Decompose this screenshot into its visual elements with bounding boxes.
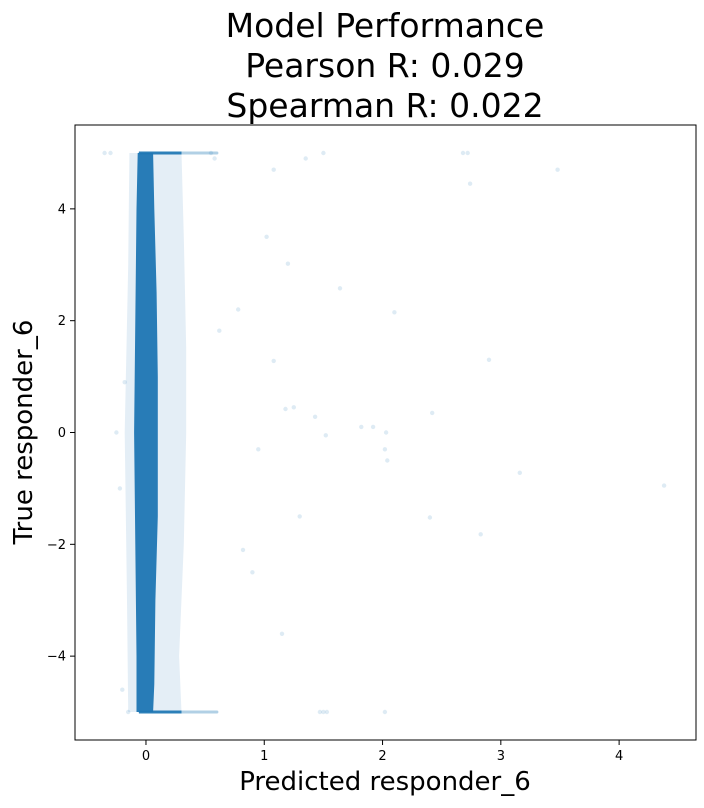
data-point [271,167,276,172]
data-point [321,150,326,156]
data-point [382,447,388,452]
dense-band-halo [124,153,187,712]
y-axis: −4 −2 0 2 4 [47,202,75,665]
data-point [250,570,255,575]
data-point [337,286,343,291]
data-point [102,150,107,156]
chart-title: Model Performance Pearson R: 0.029 Spear… [226,6,545,125]
data-point [303,156,308,161]
data-point [324,709,330,715]
data-point [236,307,241,312]
x-tick-label: 2 [378,749,386,764]
data-point [465,150,470,156]
data-point [122,380,127,385]
x-axis-label: Predicted responder_6 [239,767,531,797]
y-tick-label: 2 [58,314,66,329]
x-tick-label: 0 [142,749,150,764]
data-point [212,156,217,161]
data-point [256,447,261,452]
data-point [120,687,125,692]
data-point [661,483,667,488]
data-point [385,458,390,463]
data-point [382,709,388,715]
data-point [517,470,522,475]
data-point [271,358,276,364]
plot-area [74,124,697,741]
x-axis: 0 1 2 3 4 [142,740,623,764]
data-point [359,424,364,430]
data-point [285,261,291,266]
data-point [317,709,323,715]
data-point [264,234,269,239]
y-tick-label: −2 [47,538,66,553]
x-tick-label: 3 [497,749,505,764]
x-tick-label: 1 [260,749,268,764]
data-point [126,709,131,715]
data-point [114,430,119,435]
data-point [383,430,389,435]
data-point [555,167,560,172]
data-point [427,515,433,520]
data-point [392,310,397,315]
chart-title-line-3: Spearman R: 0.022 [226,86,543,125]
data-point [430,410,435,416]
x-tick-label: 4 [615,749,623,764]
data-point [217,328,222,333]
plot-background [75,125,696,740]
data-point [323,433,328,438]
data-points [102,150,667,715]
data-point [279,631,285,636]
data-point [240,547,246,553]
dense-data-band [124,151,219,714]
data-point [208,150,214,156]
data-point [486,357,492,362]
y-tick-label: 4 [58,202,66,217]
data-point [478,532,483,537]
data-point [321,709,326,715]
chart-title-line-2: Pearson R: 0.029 [245,46,525,85]
data-point [467,181,473,186]
data-point [108,150,113,156]
data-point [370,424,376,430]
chart-title-line-1: Model Performance [226,6,545,45]
data-point [283,406,288,412]
y-tick-label: 0 [58,426,66,441]
data-point [117,486,123,491]
data-point [297,514,302,519]
dense-band-core [134,153,158,712]
data-point [460,150,466,156]
y-tick-label: −4 [47,650,66,665]
y-axis-label: True responder_6 [9,320,39,546]
data-point [312,414,318,419]
data-point [291,405,296,410]
